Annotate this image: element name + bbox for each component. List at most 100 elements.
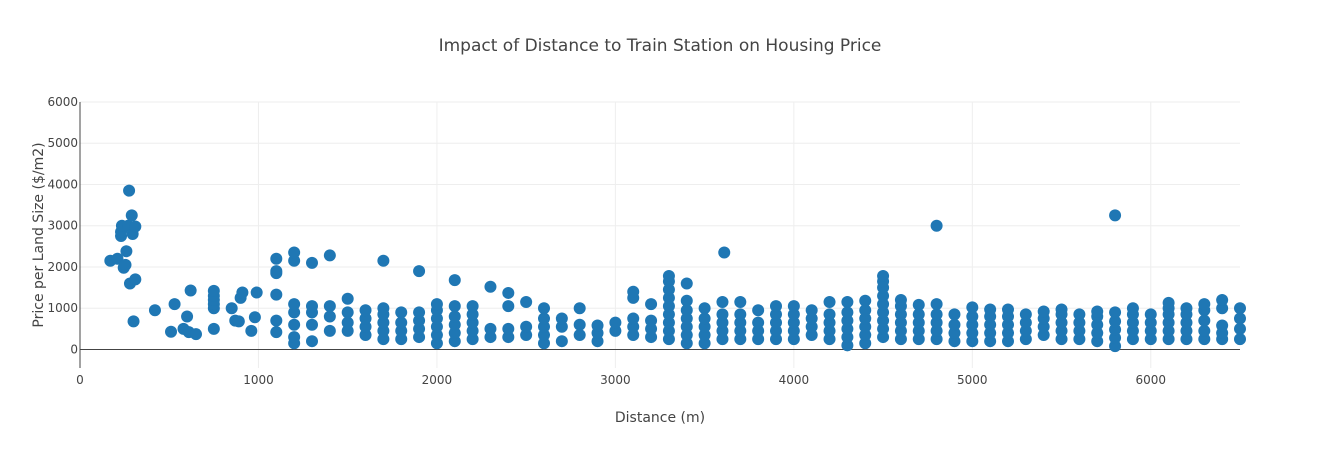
data-point	[680, 312, 693, 325]
data-point	[250, 286, 263, 299]
data-point	[966, 318, 979, 331]
data-point	[359, 312, 372, 325]
data-point	[805, 329, 818, 342]
data-point	[698, 329, 711, 342]
y-axis: 0 1000 2000 3000 4000 5000 6000	[47, 95, 78, 356]
data-point	[698, 302, 711, 315]
data-point	[430, 312, 443, 325]
data-point	[225, 302, 238, 315]
y-tick-label: 3000	[47, 219, 78, 233]
data-point	[232, 315, 245, 328]
data-point	[120, 245, 133, 258]
data-point	[1109, 315, 1122, 328]
data-point	[1091, 335, 1104, 348]
data-point	[377, 254, 390, 267]
data-point	[1055, 303, 1068, 316]
data-point	[129, 220, 142, 233]
data-point	[966, 310, 979, 323]
data-point	[466, 308, 479, 321]
data-point	[306, 300, 318, 313]
data-point	[662, 291, 675, 304]
x-tick-label: 1000	[243, 373, 274, 387]
data-point	[1198, 333, 1211, 346]
data-point	[1002, 335, 1014, 348]
data-point	[502, 286, 515, 299]
data-point	[805, 304, 818, 317]
data-point	[859, 320, 872, 333]
data-point	[538, 320, 550, 333]
data-point	[1073, 308, 1086, 321]
data-point	[573, 302, 586, 315]
data-point	[859, 312, 872, 325]
chart-title: Impact of Distance to Train Station on H…	[439, 36, 882, 56]
data-point	[1055, 324, 1068, 337]
data-point	[1019, 333, 1032, 346]
data-point	[430, 337, 443, 350]
data-point	[448, 274, 461, 287]
data-point	[538, 337, 550, 350]
data-point	[323, 324, 336, 337]
data-point	[1109, 340, 1122, 353]
data-point	[245, 324, 258, 337]
data-point	[538, 329, 550, 342]
data-point	[877, 298, 890, 311]
x-tick-label: 3000	[600, 373, 631, 387]
data-point	[877, 331, 890, 344]
data-point	[984, 335, 997, 348]
data-point	[823, 333, 836, 346]
data-point	[787, 300, 800, 313]
data-point	[591, 319, 604, 332]
data-point	[718, 246, 731, 259]
data-point	[662, 270, 675, 283]
data-point	[377, 324, 390, 337]
data-point	[734, 308, 747, 321]
data-point	[413, 331, 426, 344]
data-point	[859, 337, 872, 350]
data-point	[1002, 303, 1014, 316]
data-point	[698, 312, 711, 325]
data-point	[1091, 326, 1104, 339]
data-point	[823, 296, 836, 309]
data-point	[288, 254, 301, 267]
data-point	[1216, 302, 1229, 315]
data-point	[484, 322, 497, 335]
x-axis: 0 1000 2000 3000 4000 5000 6000	[76, 373, 1166, 387]
data-point	[787, 324, 800, 337]
data-point	[270, 314, 283, 327]
data-point	[645, 331, 658, 344]
data-point	[930, 333, 943, 346]
gridlines	[79, 101, 1240, 368]
data-point	[662, 308, 675, 321]
data-point	[1234, 312, 1246, 325]
data-point	[1162, 316, 1175, 329]
data-point	[181, 310, 194, 323]
data-point	[1198, 298, 1211, 311]
data-point	[752, 316, 765, 329]
y-tick-label: 6000	[47, 95, 78, 109]
data-point	[752, 304, 765, 317]
data-point	[912, 308, 925, 321]
data-point	[1019, 324, 1032, 337]
data-point	[502, 331, 515, 344]
data-point	[948, 308, 961, 321]
data-point	[359, 304, 372, 317]
data-point	[912, 316, 925, 329]
data-point	[984, 303, 997, 316]
data-point	[359, 329, 372, 342]
data-point	[395, 316, 408, 329]
y-tick-label: 4000	[47, 177, 78, 191]
data-point	[248, 311, 261, 324]
data-point	[984, 318, 997, 331]
data-point	[877, 289, 890, 302]
data-point	[520, 320, 533, 333]
data-point	[841, 322, 854, 335]
data-point	[787, 316, 800, 329]
data-point	[288, 318, 301, 331]
data-point	[627, 285, 640, 298]
data-point	[770, 300, 782, 313]
data-point	[752, 333, 765, 346]
data-point	[148, 304, 161, 317]
data-point	[645, 322, 658, 335]
x-axis-title: Distance (m)	[615, 410, 705, 426]
